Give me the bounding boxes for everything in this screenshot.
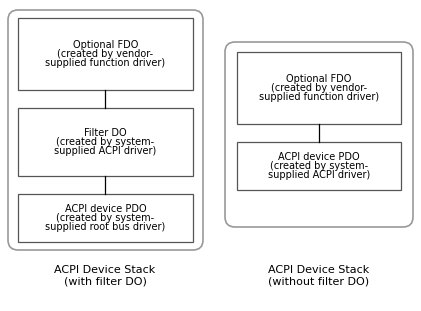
Text: (created by system-: (created by system- — [56, 213, 155, 223]
Bar — [18, 194, 193, 242]
FancyBboxPatch shape — [225, 42, 413, 227]
Text: (without filter DO): (without filter DO) — [269, 277, 370, 287]
Bar — [18, 108, 193, 176]
Text: ACPI device PDO: ACPI device PDO — [278, 151, 360, 161]
Bar — [237, 142, 401, 190]
Text: Optional FDO: Optional FDO — [73, 39, 138, 49]
FancyBboxPatch shape — [8, 10, 203, 250]
Text: supplied ACPI driver): supplied ACPI driver) — [268, 170, 370, 180]
Text: ACPI Device Stack: ACPI Device Stack — [268, 265, 370, 275]
Text: supplied function driver): supplied function driver) — [259, 92, 379, 103]
Text: (created by system-: (created by system- — [56, 137, 155, 147]
Text: (created by vendor-: (created by vendor- — [271, 83, 367, 93]
Bar — [237, 52, 401, 124]
Text: Optional FDO: Optional FDO — [286, 73, 352, 83]
Text: supplied ACPI driver): supplied ACPI driver) — [54, 146, 157, 156]
Text: supplied root bus driver): supplied root bus driver) — [45, 222, 165, 233]
Text: ACPI device PDO: ACPI device PDO — [65, 203, 147, 213]
Text: supplied function driver): supplied function driver) — [45, 58, 165, 68]
Text: (with filter DO): (with filter DO) — [64, 277, 147, 287]
Text: Filter DO: Filter DO — [84, 128, 127, 137]
Text: (created by system-: (created by system- — [270, 161, 368, 171]
Text: ACPI Device Stack: ACPI Device Stack — [54, 265, 156, 275]
Bar — [18, 18, 193, 90]
Text: (created by vendor-: (created by vendor- — [57, 49, 154, 59]
